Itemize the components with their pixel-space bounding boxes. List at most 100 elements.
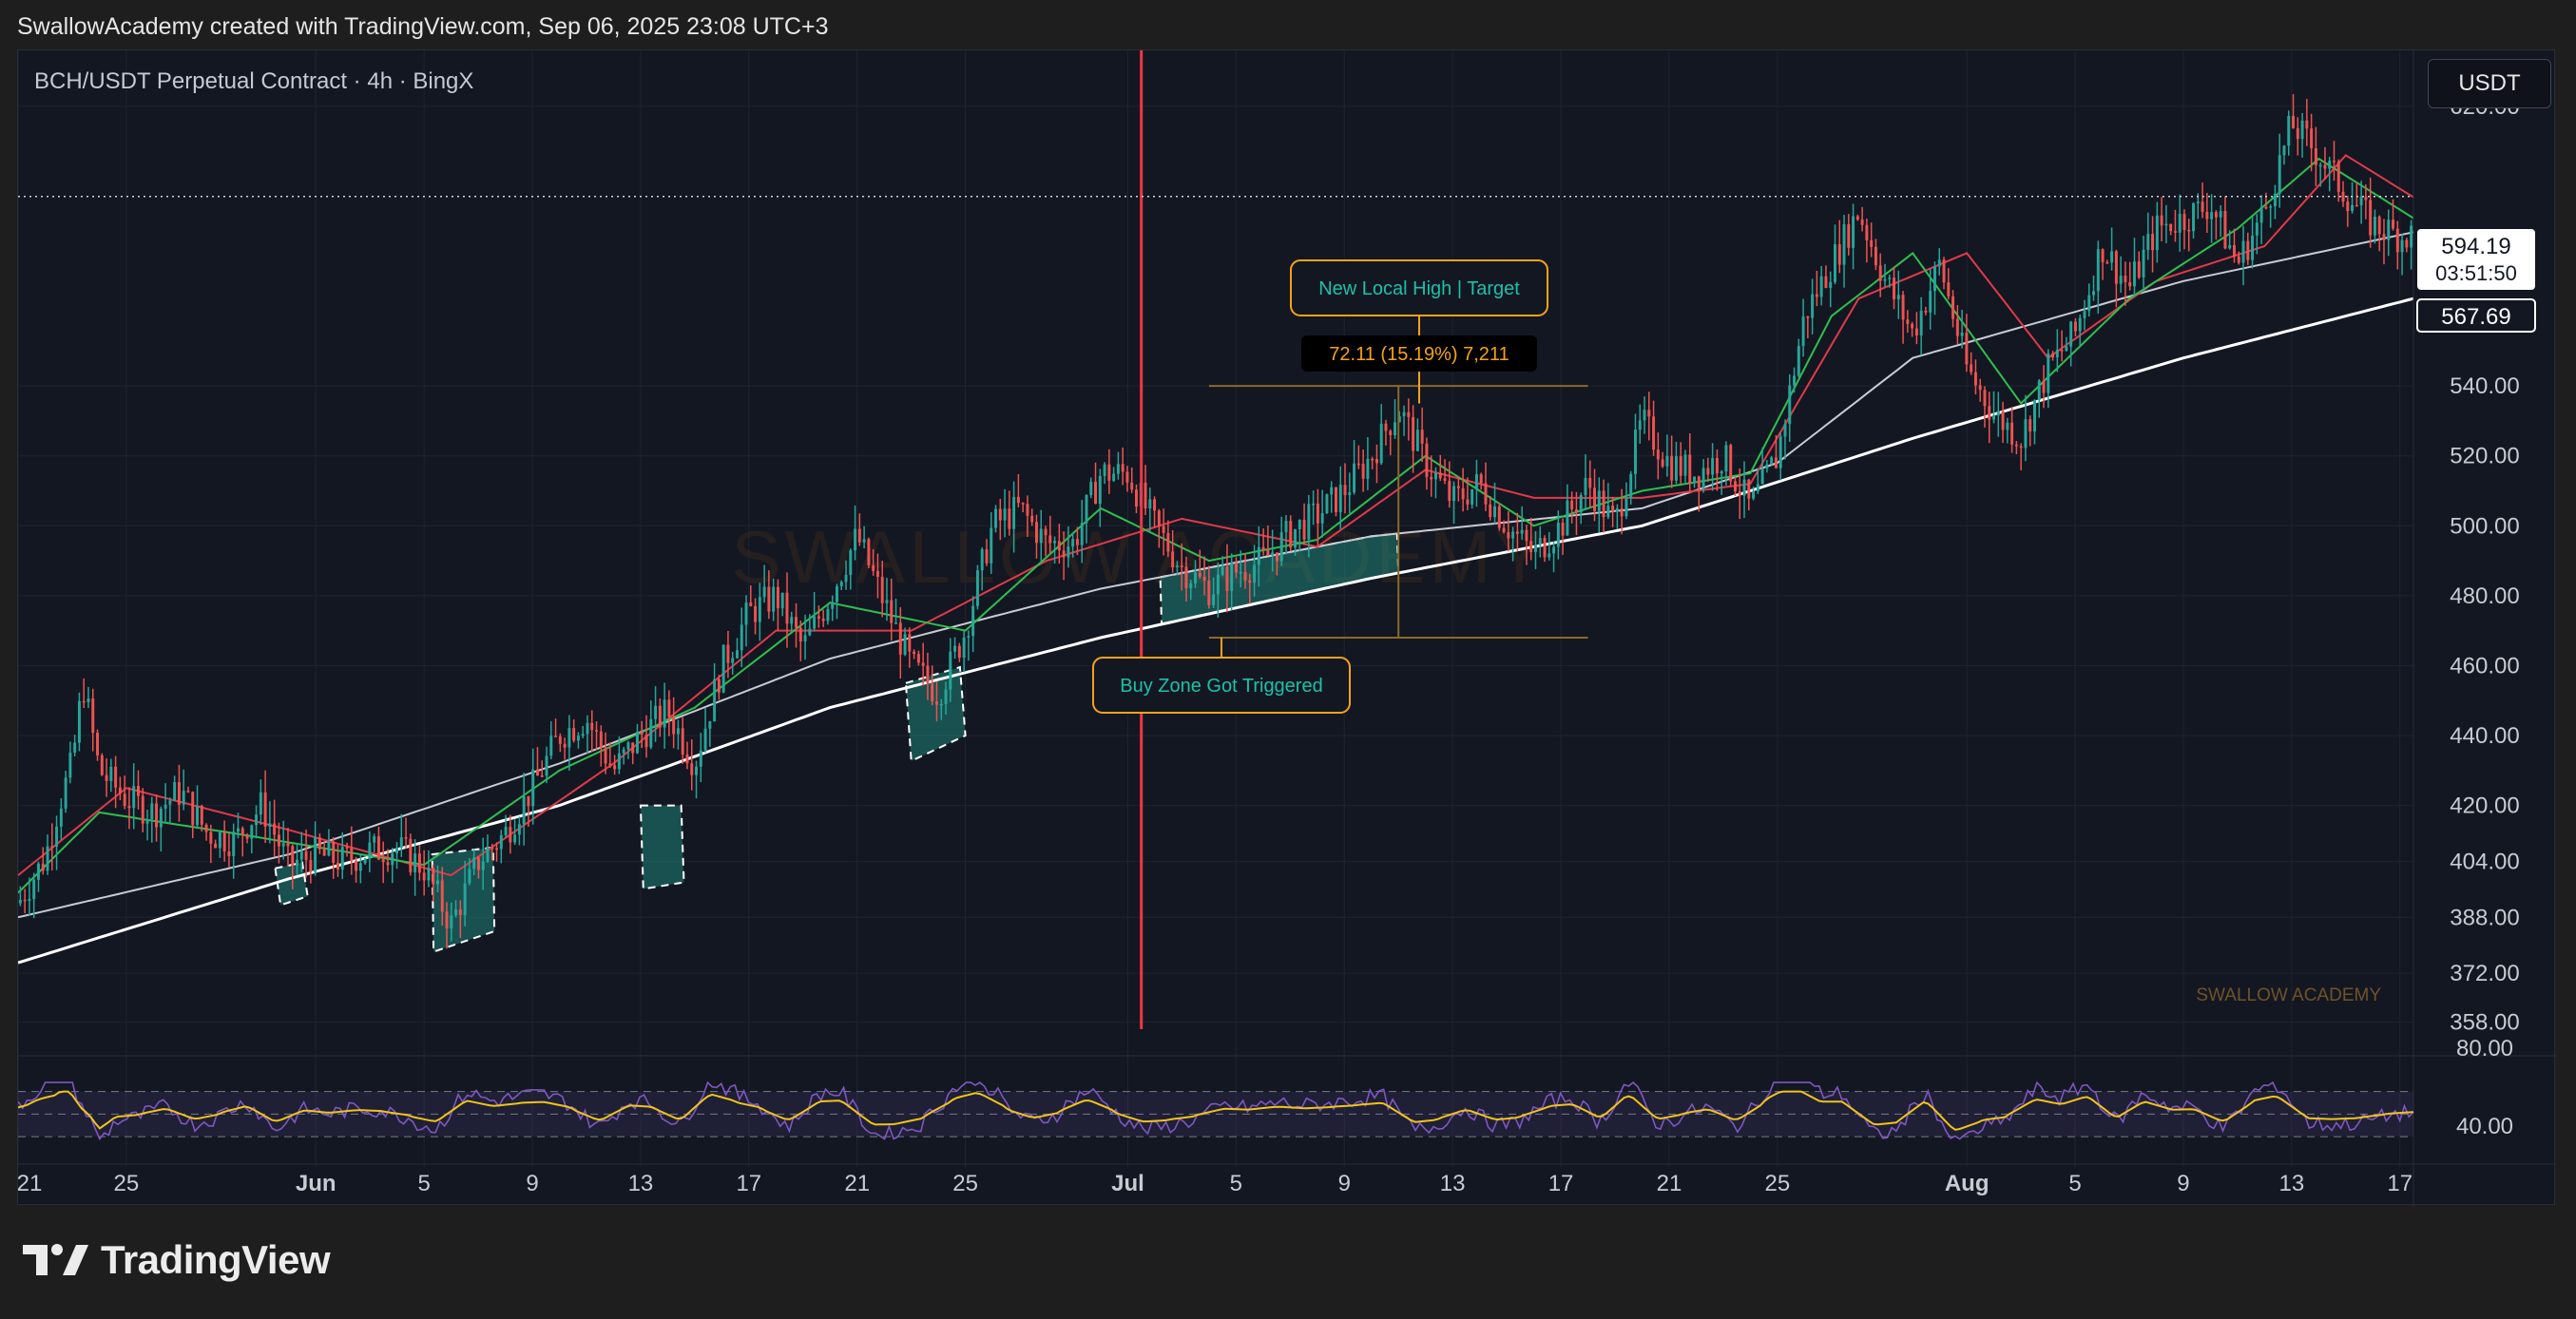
candle-body: [1312, 503, 1316, 506]
buy-zone-callout-label: Buy Zone Got Triggered: [1120, 676, 1322, 697]
candle-body: [1996, 411, 2000, 416]
candle-body: [1384, 423, 1388, 431]
last-price-value: 594.19: [2441, 234, 2510, 259]
candle-body: [654, 705, 658, 719]
currency-button[interactable]: USDT: [2428, 59, 2551, 108]
candle-body: [2377, 217, 2381, 235]
price-axis: 358.00 372.00 388.00 404.00 420.00 440.00 460.…: [18, 50, 2556, 1206]
candle-body: [2282, 145, 2286, 156]
moving-averages: [18, 154, 2414, 965]
candle-body: [218, 832, 221, 849]
candle-body: [1983, 390, 1987, 407]
candle-body: [1375, 459, 1378, 464]
ma-price-value: 567.69: [2441, 304, 2510, 330]
candle-body: [2287, 115, 2291, 146]
candle-body: [2246, 240, 2250, 260]
candle-body: [1924, 311, 1928, 313]
candle-body: [186, 791, 190, 793]
candle-body: [417, 853, 421, 873]
candle-body: [2010, 422, 2014, 445]
candles: [18, 94, 2413, 949]
candle-body: [1325, 494, 1329, 514]
candle-body: [1914, 328, 1918, 335]
candle-body: [2228, 244, 2232, 249]
candle-body: [163, 804, 167, 809]
rsi-panel: 80.00 40.00: [18, 1036, 2513, 1141]
candle-body: [558, 736, 562, 744]
candle-body: [2047, 353, 2050, 393]
candle-body: [1774, 457, 1778, 468]
candle-body: [227, 851, 231, 856]
candle-body: [1075, 539, 1079, 545]
candle-body: [1801, 315, 1805, 347]
candle-body: [2318, 164, 2322, 167]
candle-body: [2241, 240, 2245, 263]
candle-body: [513, 834, 517, 843]
candle-body: [2210, 212, 2214, 220]
candle-body: [872, 564, 875, 571]
candle-body: [445, 911, 449, 929]
candle-body: [635, 732, 639, 754]
candle-body: [1937, 259, 1941, 267]
candle-body: [2187, 229, 2191, 232]
candle-body: [432, 868, 435, 885]
candle-body: [1212, 594, 1216, 605]
candle-body: [1230, 563, 1234, 591]
candle-body: [191, 792, 195, 826]
candle-body: [1688, 454, 1692, 484]
candle-body: [2382, 234, 2386, 240]
candle-body: [304, 851, 308, 861]
candle-body: [2092, 291, 2096, 296]
time-tick-label: Aug: [1945, 1171, 1990, 1196]
candle-body: [854, 528, 857, 551]
candle-body: [1021, 503, 1025, 505]
candle-body: [1815, 294, 1818, 297]
candle-body: [281, 843, 285, 847]
candle-body: [1189, 583, 1193, 589]
candle-body: [1778, 436, 1782, 468]
candle-body: [2101, 249, 2105, 262]
candle-body: [572, 728, 576, 741]
candle-body: [1443, 478, 1447, 481]
last-price-badge: [2417, 229, 2535, 290]
price-tick-label: 460.00: [2450, 653, 2519, 679]
candle-body: [1847, 223, 1851, 248]
candle-body: [1107, 464, 1111, 481]
candle-body: [1720, 471, 1723, 474]
candle-body: [1756, 484, 1759, 492]
candle-body: [1130, 482, 1134, 490]
candle-body: [1397, 415, 1401, 423]
candle-body: [2032, 400, 2036, 432]
candle-body: [2019, 446, 2023, 449]
candle-body: [857, 528, 861, 543]
candle-body: [2178, 214, 2182, 233]
candle-body: [2278, 155, 2281, 194]
candle-body: [676, 728, 680, 735]
candle-body: [1216, 574, 1220, 595]
symbol-title[interactable]: BCH/USDT Perpetual Contract · 4h · BingX: [34, 68, 474, 94]
corner-watermark: SWALLOW ACADEMY: [2196, 985, 2381, 1005]
candle-body: [458, 909, 462, 916]
candle-body: [2169, 223, 2173, 232]
candle-body: [785, 592, 789, 624]
candle-body: [2151, 234, 2155, 251]
candle-body: [617, 753, 621, 770]
candle-body: [1797, 346, 1800, 376]
candle-body: [1389, 430, 1393, 436]
candle-body: [1121, 464, 1125, 472]
candle-body: [1715, 457, 1719, 474]
candle-body: [463, 883, 467, 916]
price-chart[interactable]: SWALLOW ACADEMY New Local High | Target B…: [18, 50, 2556, 1206]
candle-body: [2387, 220, 2391, 240]
candle-body: [590, 722, 594, 731]
candle-body: [540, 775, 544, 777]
candle-body: [1234, 563, 1238, 573]
candle-body: [554, 736, 558, 737]
candle-body: [1970, 364, 1973, 373]
candle-body: [1674, 456, 1678, 481]
candle-body: [2128, 281, 2132, 287]
candle-body: [754, 605, 758, 622]
candle-body: [332, 841, 336, 863]
candle-body: [916, 654, 920, 663]
measure-label-box: [1301, 335, 1537, 372]
